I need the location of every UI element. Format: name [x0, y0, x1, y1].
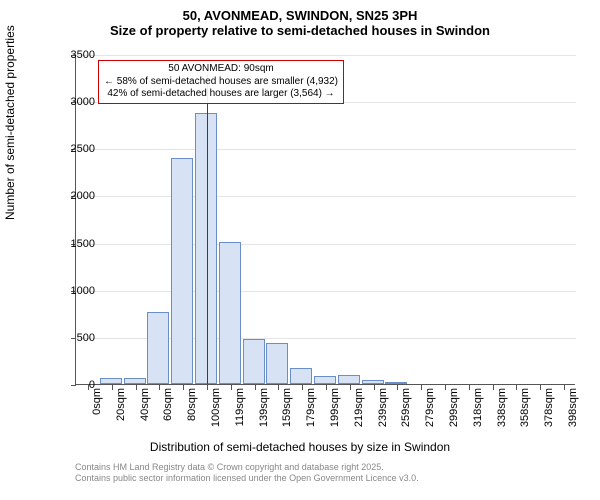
attribution-text: Contains HM Land Registry data © Crown c… [75, 462, 419, 484]
x-tick-label: 179sqm [305, 388, 317, 427]
chart-container: 50, AVONMEAD, SWINDON, SN25 3PH Size of … [0, 0, 600, 500]
plot-area [75, 55, 575, 385]
histogram-bar [219, 242, 241, 384]
x-tick-label: 20sqm [115, 388, 127, 421]
x-tick-label: 0sqm [91, 388, 103, 415]
histogram-bar [385, 382, 407, 384]
histogram-bar [266, 343, 288, 384]
x-tick-label: 80sqm [186, 388, 198, 421]
histogram-bar [195, 113, 217, 384]
chart-subtitle: Size of property relative to semi-detach… [0, 23, 600, 38]
chart-title: 50, AVONMEAD, SWINDON, SN25 3PH [0, 0, 600, 23]
histogram-bars [76, 55, 575, 384]
x-tick-label: 318sqm [472, 388, 484, 427]
y-axis-label: Number of semi-detached properties [3, 25, 17, 220]
property-marker-line [207, 74, 208, 384]
x-tick-label: 159sqm [281, 388, 293, 427]
histogram-bar [290, 368, 312, 384]
annotation-line-1: 50 AVONMEAD: 90sqm [104, 63, 338, 76]
histogram-bar [147, 312, 169, 384]
x-tick-label: 299sqm [448, 388, 460, 427]
x-tick-label: 358sqm [519, 388, 531, 427]
x-tick-label: 60sqm [162, 388, 174, 421]
x-tick-label: 259sqm [400, 388, 412, 427]
x-tick-label: 219sqm [353, 388, 365, 427]
histogram-bar [362, 380, 384, 384]
histogram-bar [314, 376, 336, 384]
x-tick-label: 239sqm [377, 388, 389, 427]
x-tick-label: 119sqm [234, 388, 246, 426]
x-tick-label: 40sqm [139, 388, 151, 421]
x-tick-label: 100sqm [210, 388, 222, 427]
histogram-bar [100, 378, 122, 384]
x-tick-label: 378sqm [543, 388, 555, 427]
x-tick-label: 139sqm [258, 388, 270, 427]
histogram-bar [171, 158, 193, 384]
x-tick-label: 199sqm [329, 388, 341, 427]
annotation-line-2: ← 58% of semi-detached houses are smalle… [104, 76, 338, 89]
histogram-bar [338, 375, 360, 384]
histogram-bar [124, 378, 146, 384]
histogram-bar [243, 339, 265, 384]
annotation-callout: 50 AVONMEAD: 90sqm ← 58% of semi-detache… [98, 60, 344, 104]
x-axis-label: Distribution of semi-detached houses by … [0, 440, 600, 454]
attribution-line-1: Contains HM Land Registry data © Crown c… [75, 462, 419, 473]
x-tick-label: 338sqm [496, 388, 508, 427]
attribution-line-2: Contains public sector information licen… [75, 473, 419, 484]
annotation-line-3: 42% of semi-detached houses are larger (… [104, 88, 338, 101]
x-tick-label: 398sqm [567, 388, 579, 427]
x-tick-label: 279sqm [424, 388, 436, 427]
